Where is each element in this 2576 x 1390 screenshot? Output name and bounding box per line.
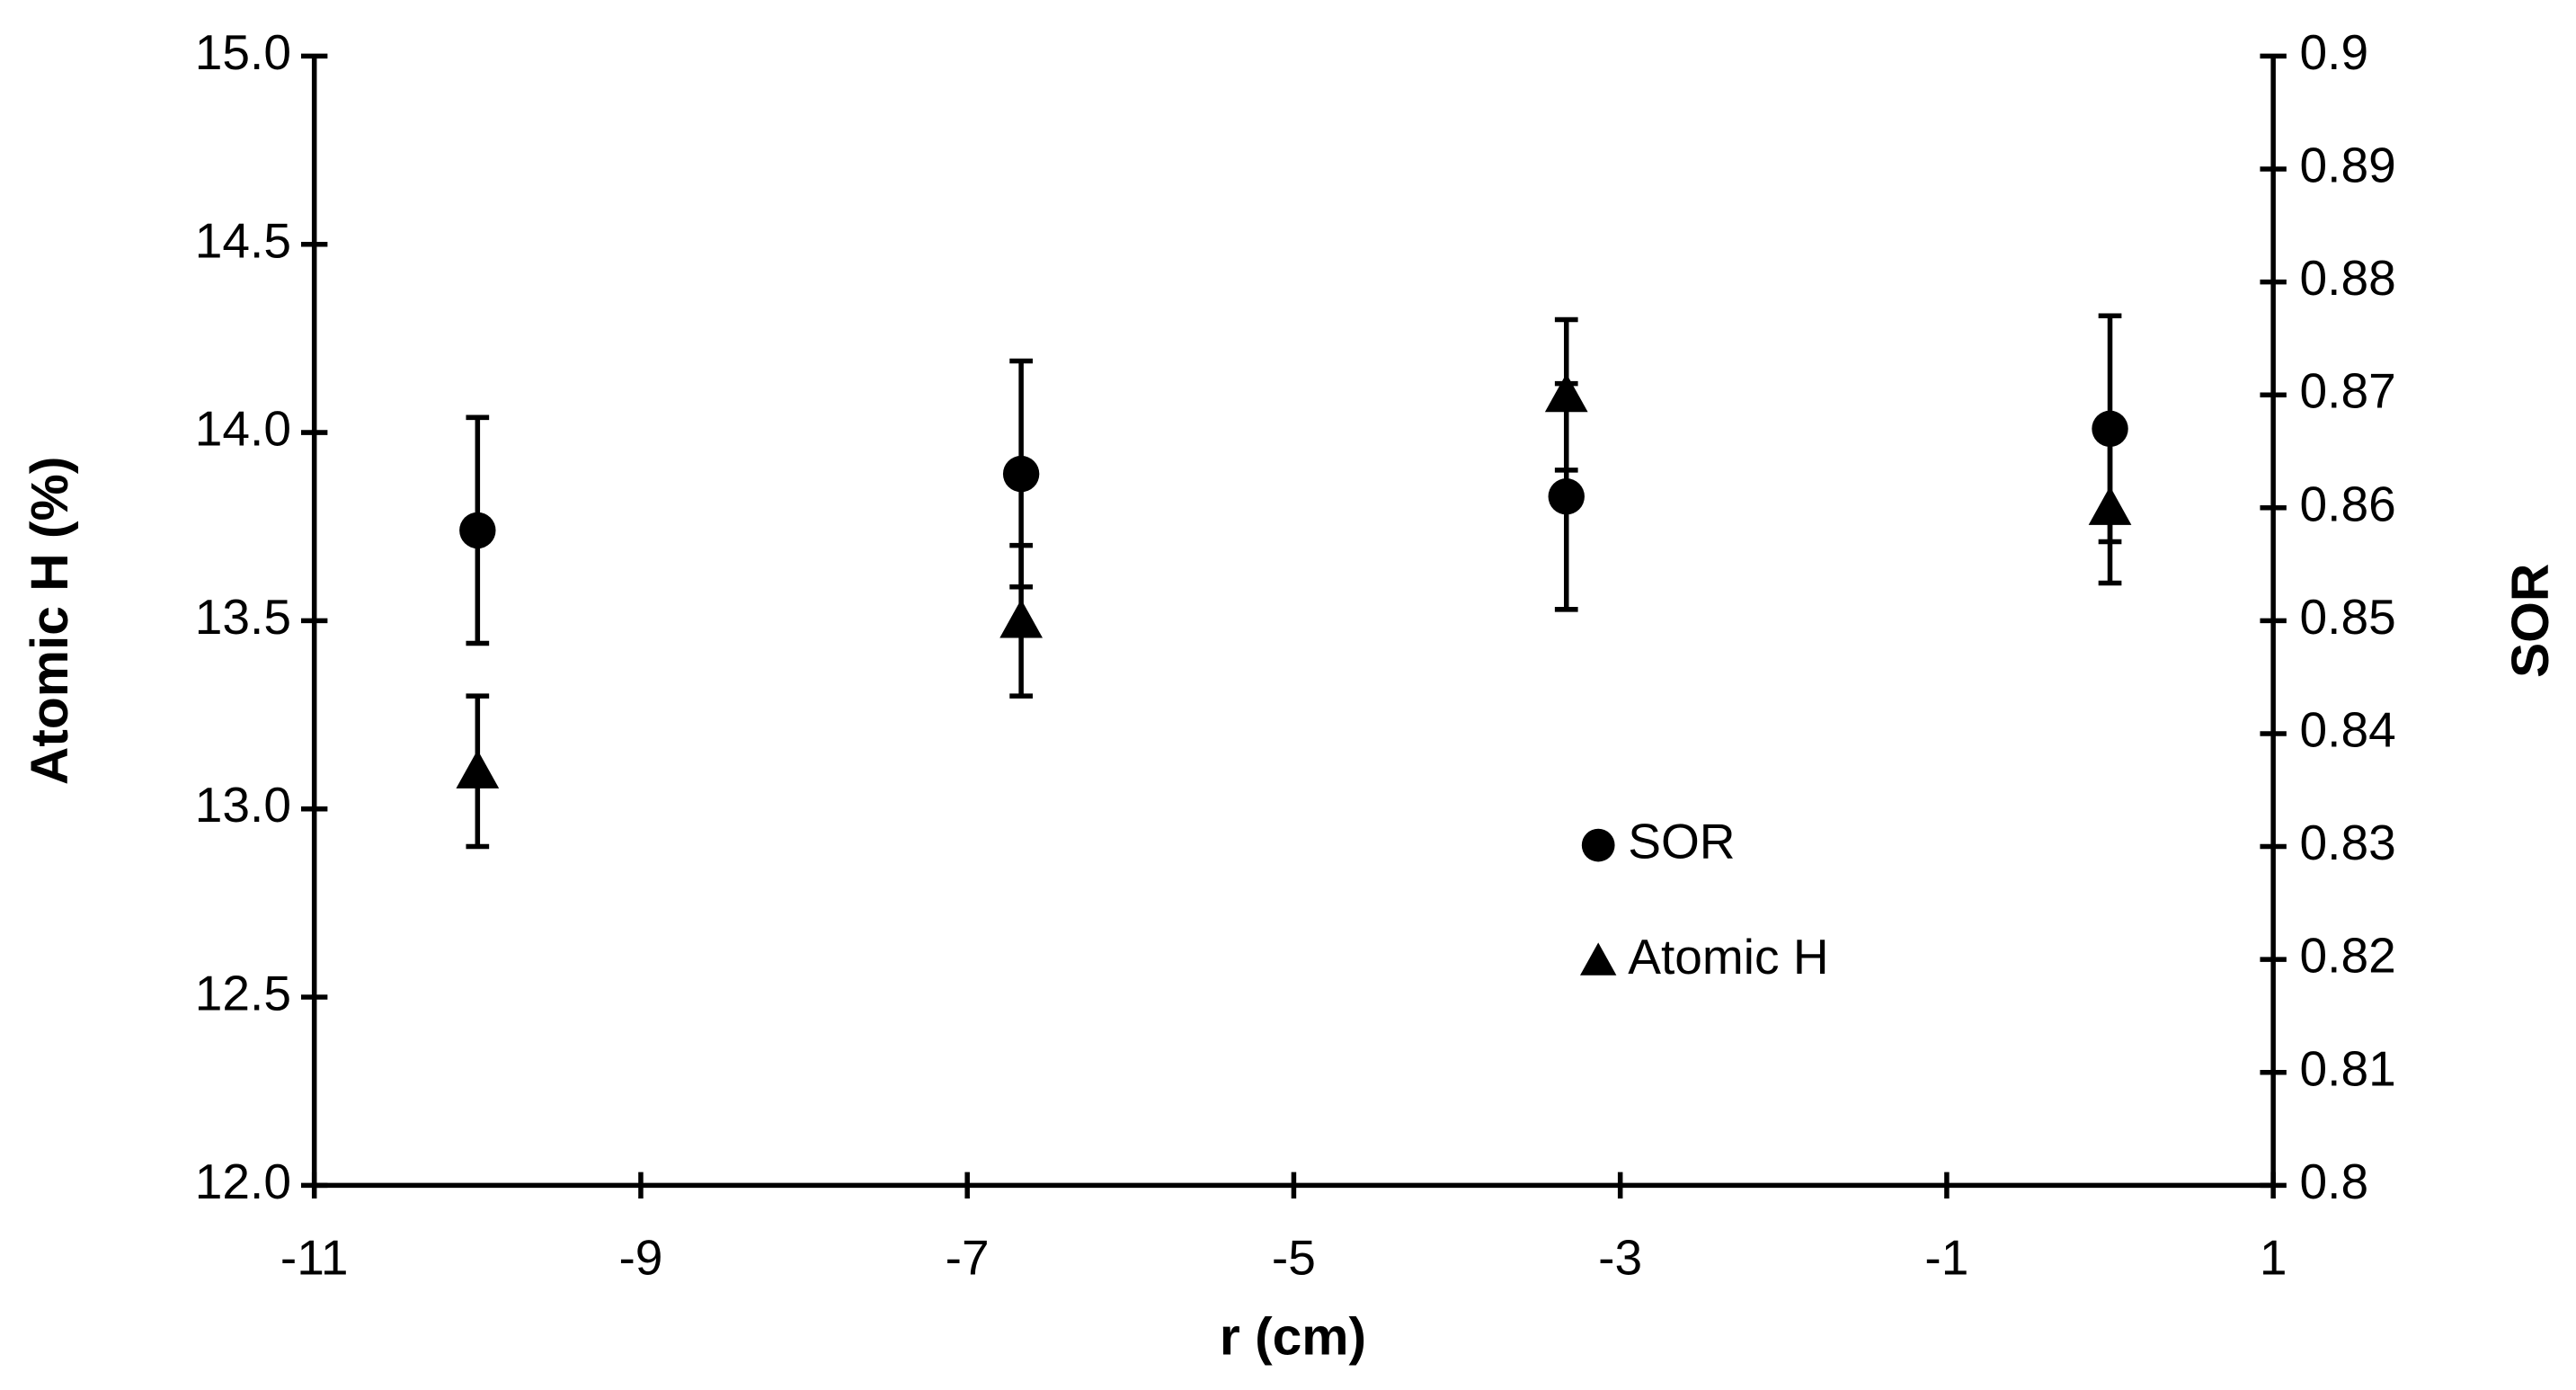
marker bbox=[2088, 486, 2132, 525]
y2-tick-label: 0.82 bbox=[2300, 928, 2396, 984]
y-tick-label: 13.5 bbox=[195, 589, 291, 645]
y-axis-title: Atomic H (%) bbox=[21, 457, 79, 786]
marker bbox=[1544, 373, 1588, 413]
y2-tick-label: 0.84 bbox=[2300, 702, 2396, 758]
marker bbox=[1002, 455, 1040, 493]
y-tick-label: 14.5 bbox=[195, 212, 291, 268]
x-tick-label: 1 bbox=[2260, 1229, 2287, 1285]
y-tick-label: 13.0 bbox=[195, 777, 291, 833]
legend-marker bbox=[1579, 942, 1617, 976]
marker bbox=[999, 599, 1043, 638]
y-tick-label: 15.0 bbox=[195, 24, 291, 80]
x-tick-label: -3 bbox=[1598, 1229, 1642, 1285]
marker bbox=[456, 749, 500, 789]
y2-tick-label: 0.87 bbox=[2300, 363, 2396, 419]
y2-tick-label: 0.9 bbox=[2300, 24, 2369, 80]
y2-tick-label: 0.8 bbox=[2300, 1154, 2369, 1209]
y2-tick-label: 0.81 bbox=[2300, 1040, 2396, 1096]
marker bbox=[1548, 478, 1585, 515]
x-tick-label: -5 bbox=[1272, 1229, 1316, 1285]
legend-label: Atomic H bbox=[1628, 929, 1828, 985]
x-axis-title: r (cm) bbox=[1220, 1307, 1366, 1366]
x-tick-label: -11 bbox=[280, 1229, 349, 1285]
y2-tick-label: 0.88 bbox=[2300, 250, 2396, 306]
y-tick-label: 12.5 bbox=[195, 966, 291, 1021]
x-tick-label: -9 bbox=[618, 1229, 662, 1285]
x-tick-label: -7 bbox=[946, 1229, 990, 1285]
x-tick-label: -1 bbox=[1924, 1229, 1968, 1285]
marker bbox=[459, 512, 496, 549]
y2-tick-label: 0.86 bbox=[2300, 476, 2396, 531]
legend-label: SOR bbox=[1628, 814, 1735, 869]
y-tick-label: 14.0 bbox=[195, 401, 291, 457]
y2-axis-title: SOR bbox=[2501, 564, 2560, 678]
marker bbox=[2092, 410, 2128, 448]
y2-tick-label: 0.85 bbox=[2300, 589, 2396, 645]
legend-marker bbox=[1581, 828, 1615, 862]
y-tick-label: 12.0 bbox=[195, 1154, 291, 1209]
y2-tick-label: 0.83 bbox=[2300, 815, 2396, 870]
y2-tick-label: 0.89 bbox=[2300, 138, 2396, 193]
